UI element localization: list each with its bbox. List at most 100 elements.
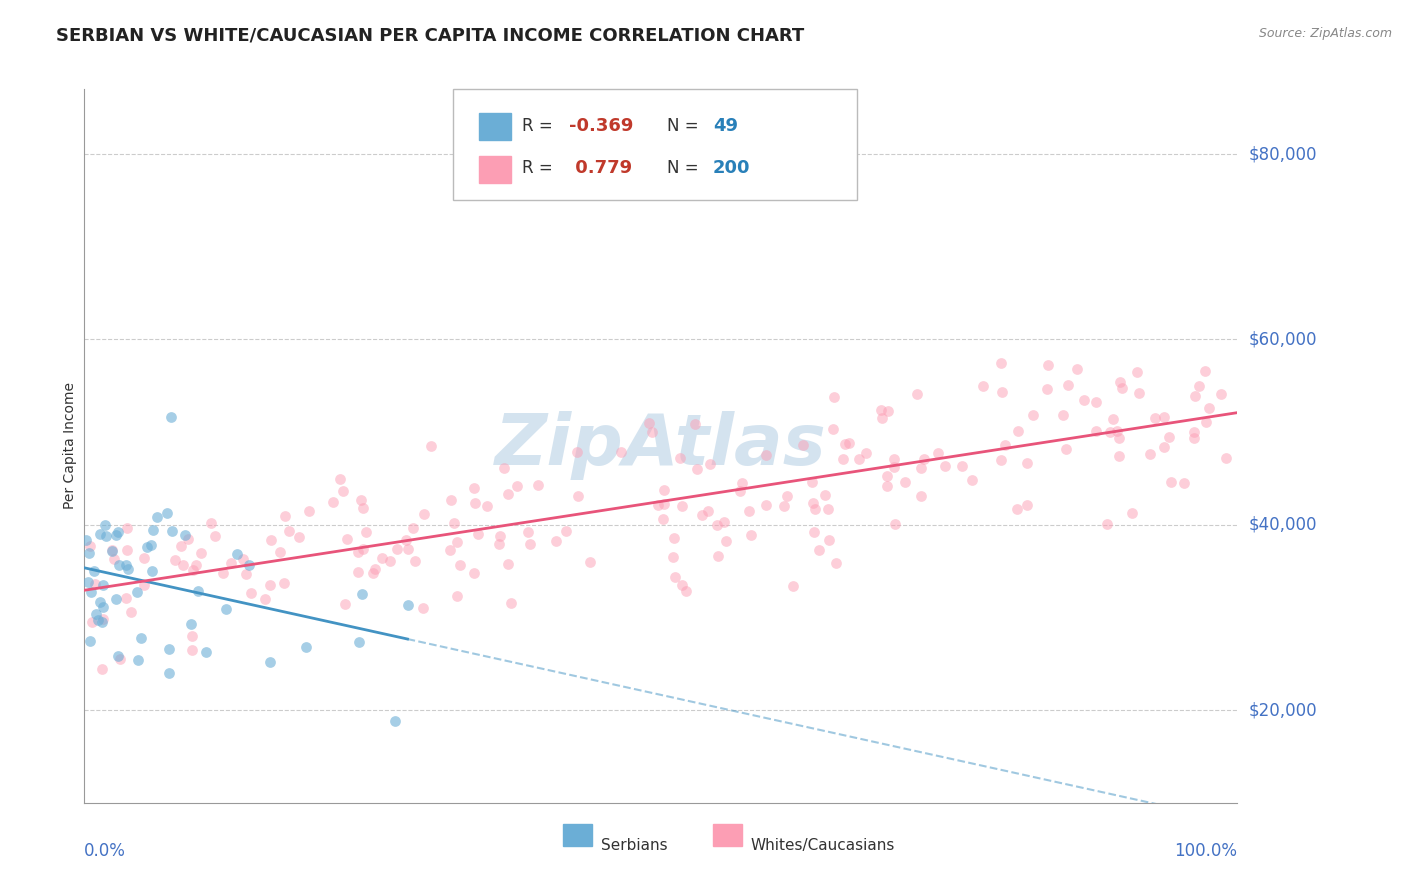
Point (716, 534, 738, 549)
Point (567, 489, 589, 503)
Point (960, 473, 983, 487)
Point (870, 411, 893, 425)
Point (1084, 395, 1107, 409)
Point (927, 445, 949, 459)
Point (125, 585, 148, 599)
Point (1139, 447, 1161, 461)
Bar (478, 155, 510, 183)
Point (142, 523, 165, 537)
Point (93, 612, 115, 626)
Point (170, 539, 193, 553)
Point (647, 498, 669, 512)
Point (1215, 451, 1237, 466)
Point (211, 566, 233, 581)
Point (463, 566, 485, 580)
Point (519, 537, 541, 551)
Point (730, 476, 752, 491)
Point (439, 542, 461, 557)
Point (1184, 389, 1206, 403)
Point (579, 555, 602, 569)
Point (412, 600, 434, 615)
Point (1015, 456, 1038, 470)
Text: R =: R = (523, 160, 558, 178)
Point (446, 534, 468, 549)
Point (298, 504, 321, 518)
Bar (562, 824, 592, 846)
Point (740, 527, 762, 541)
Point (132, 578, 155, 592)
Y-axis label: Per Capita Income: Per Capita Income (63, 383, 77, 509)
Point (101, 544, 124, 558)
Point (336, 532, 359, 546)
Point (75, 533, 97, 548)
Bar (478, 112, 510, 140)
Point (1109, 375, 1132, 389)
Point (91, 578, 114, 592)
Point (181, 563, 204, 577)
Point (240, 586, 263, 600)
Point (396, 598, 419, 612)
Point (823, 390, 845, 404)
Point (371, 551, 394, 566)
Point (107, 649, 129, 664)
Point (129, 631, 152, 645)
Point (347, 545, 370, 559)
Point (641, 425, 664, 440)
Point (90, 615, 112, 629)
Point (402, 520, 425, 534)
Point (141, 564, 163, 578)
Text: $80,000: $80,000 (1249, 145, 1317, 163)
Point (172, 558, 194, 573)
Text: SERBIAN VS WHITE/CAUCASIAN PER CAPITA INCOME CORRELATION CHART: SERBIAN VS WHITE/CAUCASIAN PER CAPITA IN… (56, 27, 804, 45)
Point (1007, 424, 1029, 438)
Point (190, 546, 212, 560)
Point (181, 629, 204, 643)
Point (157, 642, 180, 657)
Point (394, 533, 416, 547)
Point (1038, 358, 1060, 372)
Point (335, 597, 357, 611)
Point (498, 486, 520, 500)
Point (1153, 441, 1175, 455)
Point (322, 494, 344, 508)
Point (1054, 442, 1077, 456)
Point (404, 554, 426, 568)
Point (103, 551, 125, 566)
Point (1188, 379, 1211, 393)
Point (117, 521, 139, 535)
Point (269, 545, 291, 559)
Point (84, 576, 107, 591)
Point (200, 516, 222, 530)
Point (225, 547, 247, 561)
Point (637, 416, 659, 430)
Text: $20,000: $20,000 (1249, 701, 1317, 719)
Point (1073, 392, 1095, 407)
Point (706, 518, 728, 533)
Point (146, 510, 169, 524)
Point (350, 587, 373, 601)
Point (219, 556, 242, 570)
Point (894, 475, 917, 489)
Point (273, 575, 295, 590)
Point (855, 446, 877, 460)
Point (1160, 475, 1182, 490)
Point (883, 459, 905, 474)
Point (876, 469, 898, 483)
Point (1126, 365, 1149, 379)
Point (352, 541, 374, 556)
Point (412, 507, 434, 521)
Point (834, 437, 856, 451)
Point (1108, 431, 1130, 445)
Text: N =: N = (666, 117, 703, 135)
Point (488, 529, 510, 543)
Point (831, 452, 853, 467)
Point (446, 589, 468, 603)
Point (803, 525, 825, 540)
Point (501, 596, 523, 610)
Point (1022, 408, 1045, 422)
Point (329, 472, 352, 486)
Point (838, 435, 860, 450)
Point (506, 479, 529, 493)
Point (671, 577, 693, 591)
Point (156, 506, 179, 520)
